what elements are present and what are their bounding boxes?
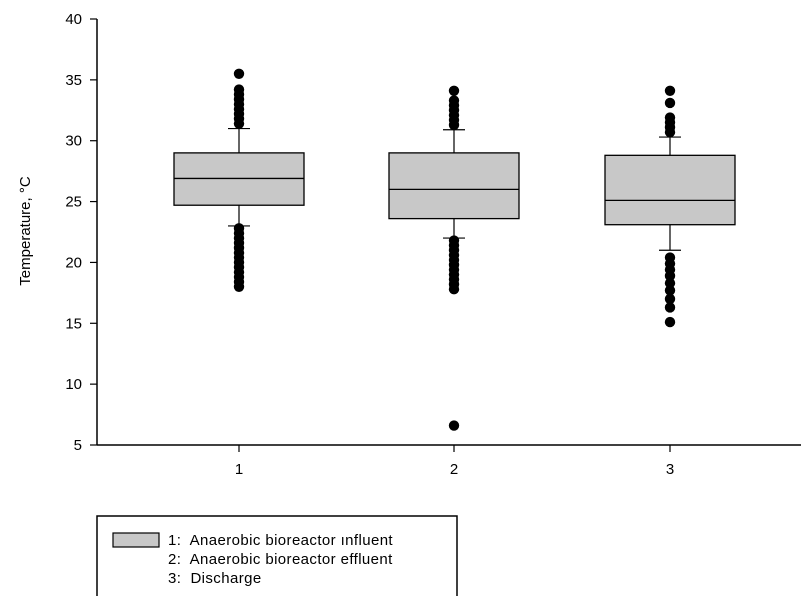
outlier-point [664, 277, 676, 289]
legend-entry-1: 1: Anaerobic bioreactor ınfluent [168, 532, 393, 549]
outlier-point [664, 285, 676, 296]
legend-frame [96, 515, 458, 596]
y-tick-label: 10 [65, 376, 82, 393]
outlier-point [233, 223, 245, 234]
y-tick-label: 15 [65, 315, 82, 332]
outlier-point [448, 85, 460, 97]
box-iqr [604, 154, 736, 226]
outlier-point [664, 97, 676, 109]
axes: 5 10 15 20 25 30 35 40 1 2 3 [65, 11, 801, 478]
y-tick-label: 20 [65, 254, 82, 271]
outlier-point [233, 68, 245, 79]
outlier-point [664, 112, 676, 123]
outlier-point [664, 302, 676, 313]
legend-entry-3: 3: Discharge [168, 570, 262, 587]
y-tick-label: 25 [65, 194, 82, 211]
x-tick-label: 3 [666, 461, 674, 478]
legend-swatch [112, 532, 160, 548]
x-tick-label: 2 [450, 461, 458, 478]
legend: 1: Anaerobic bioreactor ınfluent 2: Anaer… [96, 515, 458, 596]
outlier-point [448, 420, 460, 431]
y-tick-label: 30 [65, 133, 82, 150]
box-group-1 [173, 68, 305, 292]
y-axis-label: Temperature, °C [17, 176, 34, 286]
outlier-point [664, 316, 676, 328]
box-group-3 [604, 85, 736, 328]
x-tick-label: 1 [235, 461, 243, 478]
y-tick-label: 40 [65, 11, 82, 28]
y-tick-label: 35 [65, 72, 82, 89]
legend-entry-2: 2: Anaerobic bioreactor effluent [168, 551, 393, 568]
outlier-point [448, 235, 460, 246]
outlier-point [664, 85, 676, 97]
outlier-point [233, 84, 245, 95]
outlier-point [664, 252, 676, 263]
box-iqr [388, 152, 520, 220]
plot-area [173, 68, 736, 431]
outlier-point [448, 95, 460, 106]
y-tick-label: 5 [74, 437, 82, 454]
box-group-2 [388, 85, 520, 431]
outlier-point [664, 293, 676, 305]
